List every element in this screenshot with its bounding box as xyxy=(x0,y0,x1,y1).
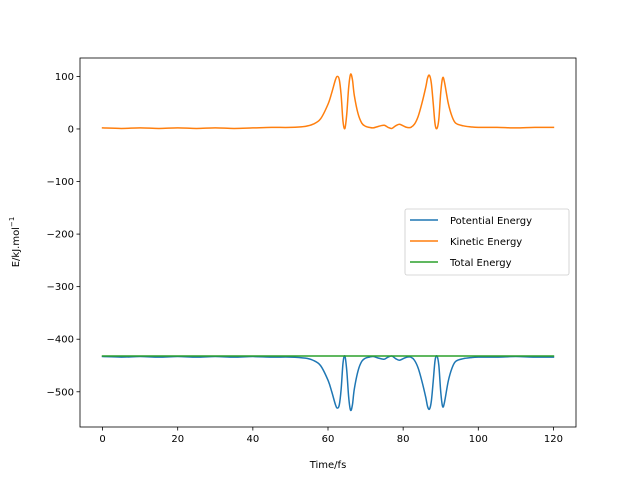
x-tick-label: 100 xyxy=(469,434,488,445)
y-tick-label: −400 xyxy=(47,335,74,346)
x-tick-label: 20 xyxy=(171,434,184,445)
x-axis-label: Time/fs xyxy=(309,460,347,471)
y-tick-label: 0 xyxy=(68,124,74,135)
legend: Potential Energy Kinetic Energy Total Ener… xyxy=(404,208,570,276)
series-line-potential-energy xyxy=(101,354,555,412)
series-layer xyxy=(101,73,555,412)
x-tick-label: 120 xyxy=(544,434,563,445)
y-tick-label: −100 xyxy=(47,177,74,188)
legend-box xyxy=(404,208,570,276)
legend-label: Kinetic Energy xyxy=(450,237,522,248)
x-tick-label: 80 xyxy=(397,434,410,445)
y-axis-label: E/kJ.mol−1 xyxy=(8,217,22,268)
series-line-kinetic-energy xyxy=(101,73,555,130)
x-tick-label: 60 xyxy=(322,434,335,445)
legend-label: Total Energy xyxy=(449,258,512,269)
y-tick-label: −300 xyxy=(47,282,74,293)
y-tick-label: 100 xyxy=(55,72,74,83)
x-axis: 0 20 40 60 80 100 120 xyxy=(99,427,563,445)
y-axis: 100 0 −100 −200 −300 −400 −500 xyxy=(47,72,80,398)
y-tick-label: −500 xyxy=(47,387,74,398)
x-tick-label: 0 xyxy=(99,434,105,445)
legend-label: Potential Energy xyxy=(450,216,532,227)
y-tick-label: −200 xyxy=(47,230,74,241)
x-tick-label: 40 xyxy=(246,434,259,445)
